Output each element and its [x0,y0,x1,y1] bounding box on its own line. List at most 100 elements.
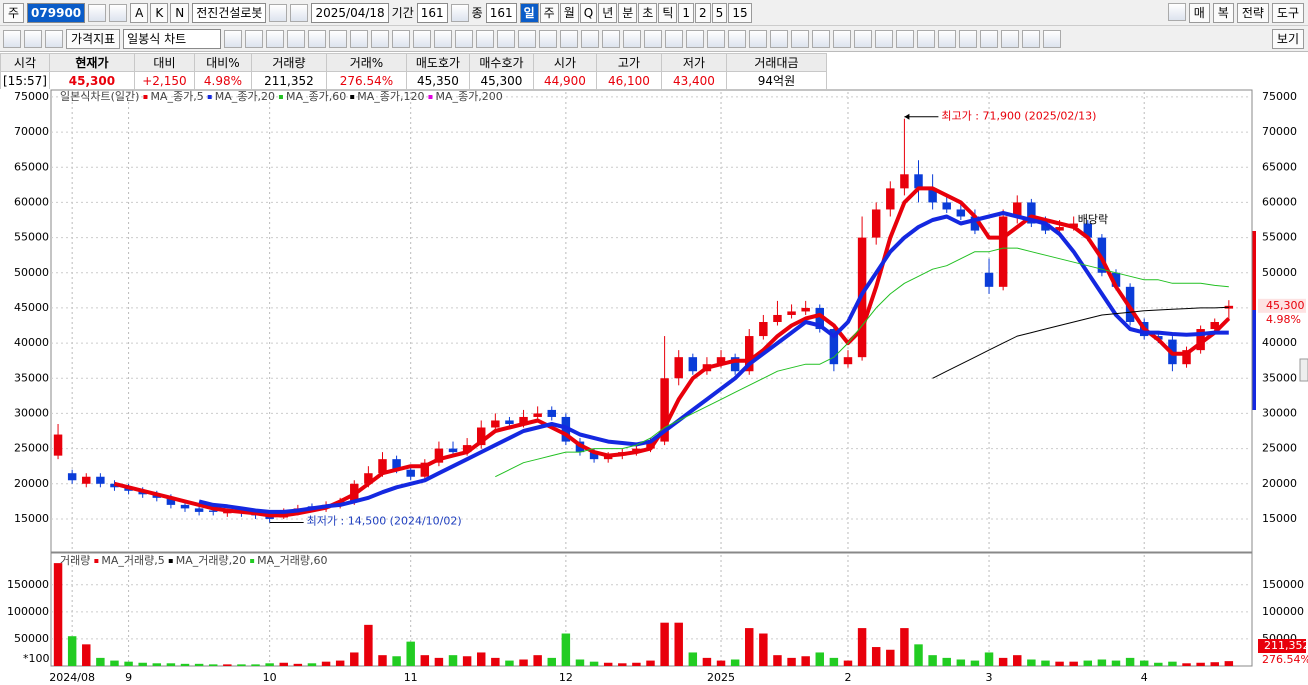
cloud-icon[interactable] [1167,2,1186,21]
mode-button[interactable]: N [170,2,190,23]
volume-bar [871,647,881,666]
interval-button[interactable]: 일 [519,2,539,23]
side-handle[interactable] [1299,358,1308,382]
tool-icon[interactable] [812,29,831,48]
tool-icon[interactable] [245,29,264,48]
x-tick-label: 2025 [707,671,735,684]
prev-button[interactable] [290,3,309,22]
tool-icon[interactable] [686,29,705,48]
sort-icon[interactable] [109,3,128,22]
market-button[interactable]: 주 [3,2,25,23]
tool-icon[interactable] [224,29,243,48]
interval-button[interactable]: Q [579,2,598,23]
interval-button[interactable]: 1 [678,2,695,23]
chart: 2024/08 9 10 11 12 2025 2 3 4 15000 15000 20000 2000… [0,89,1308,685]
end-input[interactable]: 161 [485,2,517,23]
quote-value: 211,352 [250,71,327,90]
chart-kind-select[interactable]: 일봉식 차트 [123,28,222,49]
quote-value: 43,400 [660,71,727,90]
tool-icon[interactable] [434,29,453,48]
volume-bar [392,656,401,666]
tool-icon[interactable] [917,29,936,48]
tool-icon[interactable] [1022,29,1041,48]
indicator-button[interactable]: 가격지표 [66,28,121,49]
volume-bar [82,644,91,666]
interval-button[interactable]: 2 [695,2,711,23]
tool-icon[interactable] [266,29,285,48]
next-button[interactable] [269,3,288,22]
tool-icon[interactable] [938,29,957,48]
legend-label: MA_종가,60 [286,90,346,103]
period-input[interactable]: 161 [416,2,448,23]
tool-icon[interactable] [980,29,999,48]
interval-button[interactable]: 주 [539,2,559,23]
interval-button[interactable]: 15 [728,2,752,23]
tool-icon[interactable] [665,29,684,48]
right-button[interactable]: 도구 [1271,2,1304,23]
code-input[interactable]: 079900 [27,2,86,23]
edit-icon[interactable] [45,29,63,48]
tool-icon[interactable] [875,29,894,48]
tool-icon[interactable] [854,29,873,48]
candle-body [1055,227,1064,231]
tool-icon[interactable] [308,29,327,48]
view-button[interactable]: 보기 [1271,28,1304,49]
tool-icon[interactable] [371,29,390,48]
interval-button[interactable]: 5 [711,2,728,23]
tool-icon[interactable] [539,29,558,48]
volume-bar [1224,661,1234,666]
tool-icon[interactable] [560,29,579,48]
y-tick-label: 65000 [14,160,49,173]
tool-icon[interactable] [476,29,495,48]
tool-icon[interactable] [413,29,432,48]
change-tag: 4.98% [1266,313,1301,326]
tool-icon[interactable] [791,29,810,48]
tool-icon[interactable] [1043,29,1062,48]
right-button[interactable]: 매 [1188,2,1210,23]
tool-icon[interactable] [350,29,369,48]
right-button[interactable]: 전략 [1236,2,1269,23]
tool-icon[interactable] [623,29,642,48]
view-area: 보기 [1271,28,1308,49]
tool-icon[interactable] [644,29,663,48]
date-input[interactable]: 2025/04/18 [311,2,389,23]
tool-icon[interactable] [287,29,306,48]
candle-body [745,336,754,372]
quote-header: 저가 [660,53,727,72]
volume-bar [914,644,923,666]
interval-button[interactable]: 분 [618,2,638,23]
interval-button[interactable]: 초 [638,2,658,23]
tool-icon[interactable] [329,29,348,48]
tool-icon[interactable] [770,29,789,48]
tool-icon[interactable] [602,29,621,48]
tool-icon[interactable] [581,29,600,48]
tool-icon[interactable] [392,29,411,48]
tool-icon[interactable] [455,29,474,48]
interval-button[interactable]: 년 [598,2,618,23]
tool-icon[interactable] [497,29,516,48]
tool-icon[interactable] [833,29,852,48]
expand-icon[interactable] [24,29,42,48]
candle-body [166,497,176,505]
range-icon[interactable] [450,3,469,22]
up-icon[interactable] [3,29,21,48]
mode-button[interactable]: K [150,2,169,23]
search-icon[interactable] [88,3,107,22]
tool-icon[interactable] [959,29,978,48]
tool-icon[interactable] [749,29,768,48]
tool-icon[interactable] [896,29,915,48]
tool-icon[interactable] [1001,29,1020,48]
candle-body [871,209,881,238]
legend-label: MA_종가,200 [435,90,502,103]
mode-button[interactable]: A [130,2,149,23]
right-button[interactable]: 복 [1212,2,1234,23]
interval-button[interactable]: 틱 [658,2,678,23]
volume-bar [632,662,641,666]
volume-bar [110,660,119,666]
tool-icon[interactable] [707,29,726,48]
interval-button[interactable]: 월 [559,2,579,23]
tool-icon[interactable] [518,29,537,48]
tool-icon[interactable] [728,29,747,48]
quote-value: 276.54% [325,71,407,90]
interval-buttons: 일 주 월 Q 년 분 초 틱 1 2 5 15 [519,2,752,23]
